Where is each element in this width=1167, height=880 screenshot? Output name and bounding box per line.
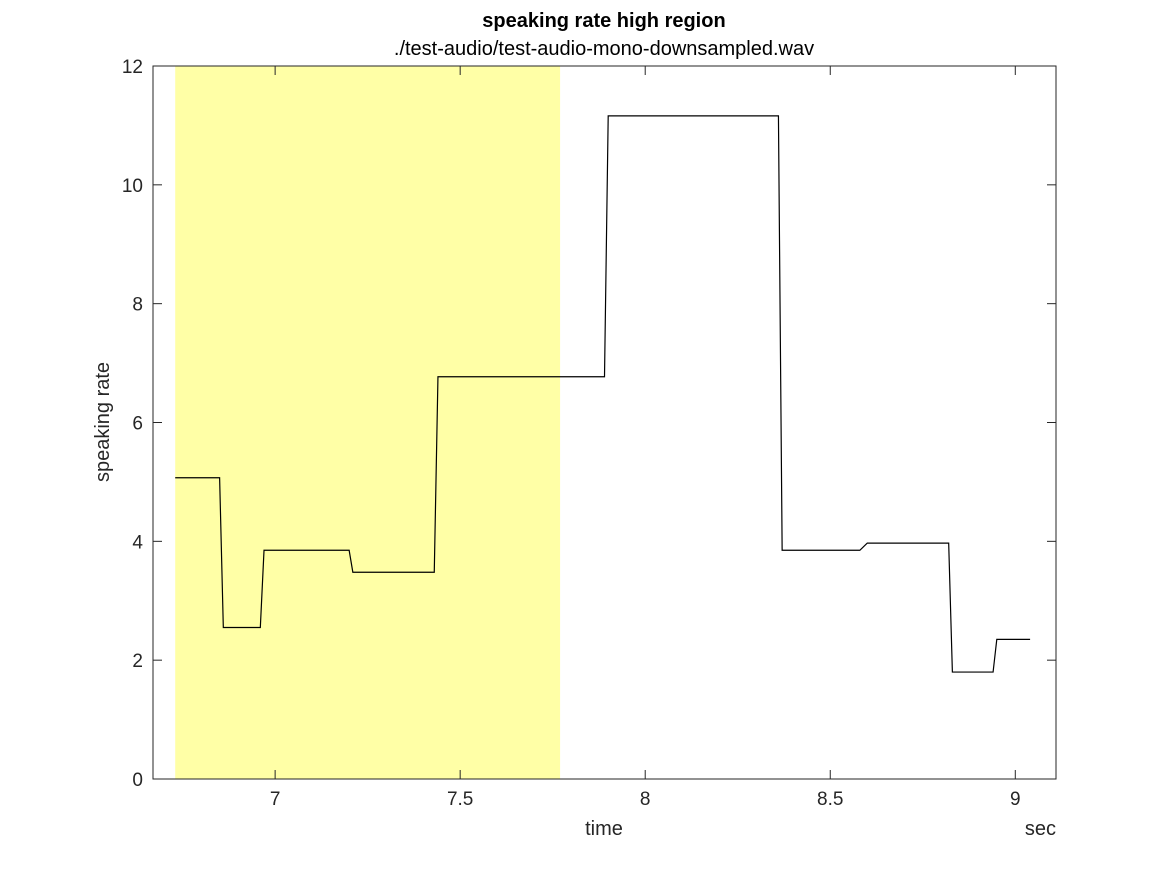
- chart-title: speaking rate high region: [482, 10, 725, 32]
- x-tick-label: 7: [270, 789, 281, 810]
- y-tick-label: 12: [122, 57, 143, 78]
- x-tick-label: 8.5: [817, 789, 843, 810]
- x-tick-label: 7.5: [447, 789, 473, 810]
- y-tick-label: 8: [132, 295, 143, 316]
- x-axis-unit: sec: [1025, 818, 1056, 840]
- y-tick-label: 10: [122, 176, 143, 197]
- y-tick-label: 6: [132, 414, 143, 435]
- y-tick-label: 4: [132, 532, 143, 553]
- x-tick-label: 9: [1010, 789, 1021, 810]
- y-tick-label: 0: [132, 770, 143, 791]
- tick-layer: 7 7.5 8 8.5 9 0 2 4 6 8 10 12: [122, 57, 1056, 810]
- x-tick-label: 8: [640, 789, 651, 810]
- highlight-region-layer: [175, 66, 561, 779]
- series-line-1: [175, 115, 1031, 673]
- chart-subtitle: ./test-audio/test-audio-mono-downsampled…: [394, 38, 814, 60]
- highlight-region: [175, 66, 561, 779]
- x-axis-label: time: [585, 818, 623, 840]
- y-axis-label: speaking rate: [92, 362, 114, 482]
- y-tick-label: 2: [132, 651, 143, 672]
- series-layer: [175, 115, 1031, 673]
